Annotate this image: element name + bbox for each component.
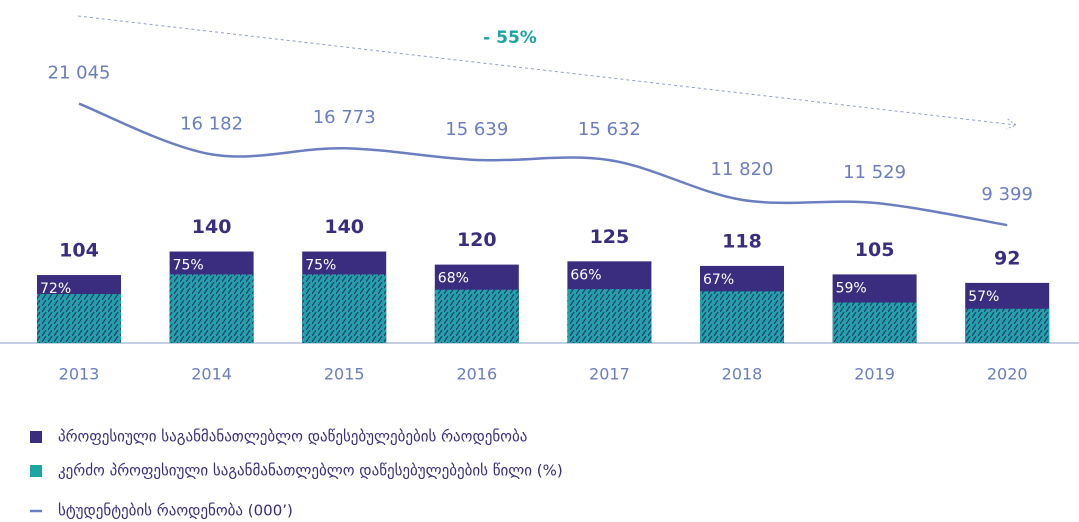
x-tick-label: 2013 xyxy=(59,365,100,384)
bar-share xyxy=(832,302,917,343)
x-tick-label: 2015 xyxy=(324,365,365,384)
legend-swatch xyxy=(30,431,42,443)
x-tick-label: 2019 xyxy=(854,365,895,384)
x-tick-label: 2014 xyxy=(191,365,232,384)
x-tick-label: 2018 xyxy=(722,365,763,384)
line-value-label: 16 773 xyxy=(313,107,376,128)
bar-share xyxy=(965,308,1050,343)
line-value-label: 16 182 xyxy=(180,113,243,134)
x-tick-label: 2016 xyxy=(456,365,497,384)
share-label: 72% xyxy=(40,281,71,297)
line-value-label: 21 045 xyxy=(48,63,111,84)
bar-value-label: 140 xyxy=(324,216,364,238)
legend-label: სტუდენტების რაოდენობა (000’) xyxy=(58,502,293,520)
bar-value-label: 105 xyxy=(855,239,895,261)
legend-swatch xyxy=(30,465,42,477)
share-label: 75% xyxy=(173,258,204,274)
bar-value-label: 125 xyxy=(590,226,630,248)
bar-share xyxy=(567,289,652,343)
line-value-label: 15 639 xyxy=(445,119,508,140)
bar-value-label: 92 xyxy=(994,247,1020,269)
bar-share xyxy=(169,274,254,343)
line-value-label: 11 820 xyxy=(711,159,774,180)
share-label: 57% xyxy=(968,289,999,305)
share-label: 67% xyxy=(703,272,734,288)
legend-label: პროფესიული საგანმანათლებლო დაწესებულებებ… xyxy=(58,428,527,446)
share-label: 66% xyxy=(570,267,601,283)
bar-share xyxy=(302,274,387,343)
bar-value-label: 104 xyxy=(59,240,99,262)
bar-share xyxy=(37,294,121,343)
student-line xyxy=(78,102,1008,227)
x-tick-label: 2020 xyxy=(987,365,1028,384)
line-value-label: 15 632 xyxy=(578,119,641,140)
annotation: - 55% xyxy=(483,28,537,48)
bar-value-label: 140 xyxy=(192,216,232,238)
share-label: 75% xyxy=(305,258,336,274)
line-value-label: 9 399 xyxy=(981,184,1033,205)
trend-arrow xyxy=(77,15,1018,130)
share-label: 59% xyxy=(836,280,867,296)
x-tick-label: 2017 xyxy=(589,365,630,384)
share-label: 68% xyxy=(438,271,469,287)
bar-share xyxy=(434,289,519,343)
legend-label: კერძო პროფესიული საგანმანათლებლო დაწესებ… xyxy=(58,462,563,480)
bar-value-label: 118 xyxy=(722,230,762,252)
bar-value-label: 120 xyxy=(457,229,497,251)
line-value-label: 11 529 xyxy=(843,162,906,183)
bar-share xyxy=(700,291,784,343)
